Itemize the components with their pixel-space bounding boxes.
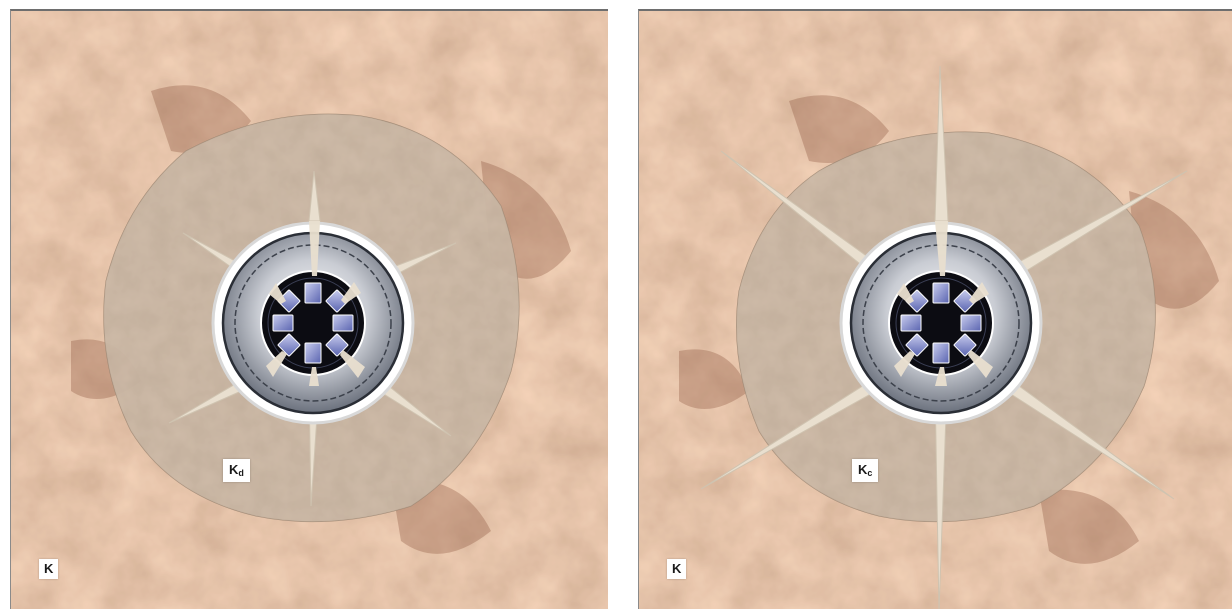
rock-label: K — [39, 559, 59, 579]
panel-right: Kc K — [638, 9, 1232, 609]
borehole — [211, 221, 415, 425]
damaged-zone-label: Kc — [852, 459, 879, 482]
crack-inner-stubs — [894, 221, 993, 386]
damaged-zone-label: Kd — [223, 459, 250, 482]
radial-cracks — [700, 65, 1188, 609]
panel-left-drawing — [11, 11, 608, 609]
charge-slots — [272, 282, 354, 364]
borehole — [839, 221, 1043, 425]
charge-slots — [900, 282, 982, 364]
crack-inner-stubs — [266, 221, 365, 386]
panel-right-drawing — [639, 11, 1232, 609]
rock-label: K — [667, 559, 687, 579]
panel-left: Kd K — [10, 9, 608, 609]
